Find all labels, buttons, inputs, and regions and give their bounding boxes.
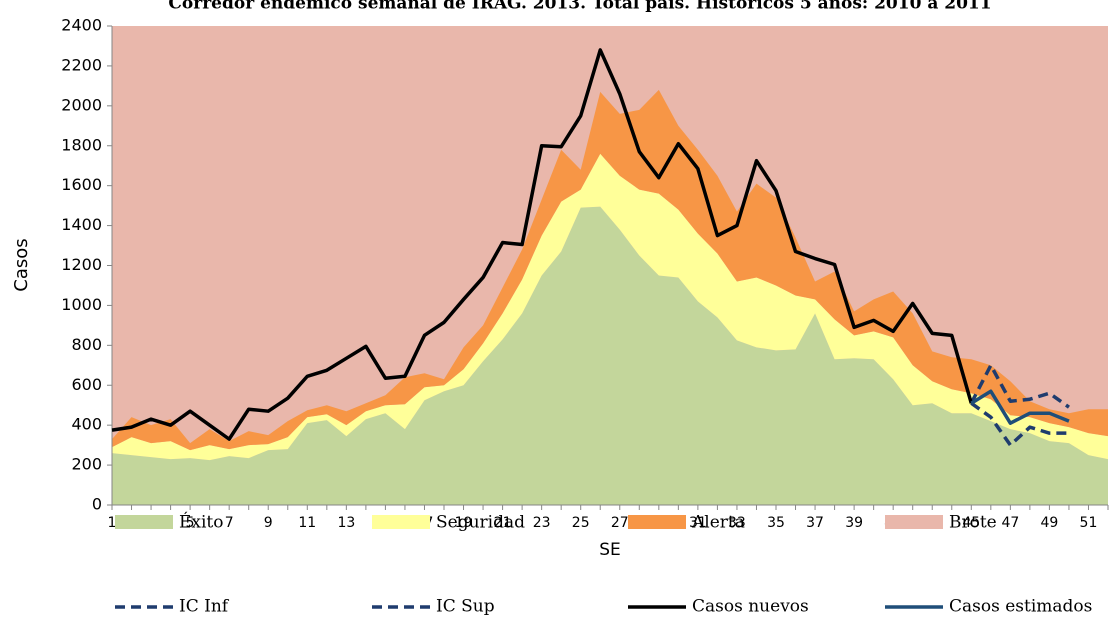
legend-swatch — [115, 515, 173, 529]
y-tick-label: 2000 — [61, 95, 102, 114]
x-tick-label: 37 — [806, 515, 824, 531]
legend-swatch — [885, 515, 943, 529]
x-tick-label: 21 — [494, 515, 512, 531]
x-tick-label: 27 — [611, 515, 629, 531]
y-tick-label: 2400 — [61, 16, 102, 35]
legend-label: Éxito — [179, 512, 224, 533]
x-tick-label: 19 — [455, 515, 473, 531]
legend-swatch — [372, 515, 430, 529]
area — [112, 206, 1108, 505]
y-axis-label: Casos — [11, 238, 32, 291]
x-tick-label: 45 — [962, 515, 980, 531]
x-tick-label: 47 — [1001, 515, 1019, 531]
legend-label: Casos nuevos — [692, 597, 809, 617]
y-tick-label: 800 — [71, 335, 102, 354]
legend-label: Alerta — [691, 513, 745, 533]
legend-label: Casos estimados — [949, 597, 1092, 617]
line — [970, 389, 1070, 425]
x-tick-label: 7 — [225, 515, 234, 531]
y-tick-label: 200 — [71, 455, 102, 474]
y-tick-label: 2200 — [61, 55, 102, 74]
x-tick-label: 1 — [108, 515, 117, 531]
x-tick-label: 49 — [1040, 515, 1058, 531]
x-axis-label: SE — [599, 540, 621, 560]
y-tick-label: 1400 — [61, 215, 102, 234]
y-tick-label: 600 — [71, 375, 102, 394]
legend-swatch — [628, 515, 686, 529]
x-tick-label: 51 — [1080, 515, 1098, 531]
x-tick-label: 39 — [845, 515, 863, 531]
y-tick-label: 1800 — [61, 135, 102, 154]
line — [111, 48, 973, 441]
legend-label: Brote — [949, 513, 997, 533]
area — [112, 89, 1108, 451]
line — [969, 363, 1070, 409]
y-tick-label: 1200 — [61, 255, 102, 274]
area — [112, 153, 1108, 461]
x-tick-label: 5 — [186, 515, 195, 531]
legend-label: Seguridad — [436, 513, 525, 533]
y-tick-label: 1000 — [61, 295, 102, 314]
y-tick-label: 1600 — [61, 175, 102, 194]
x-tick-label: 13 — [337, 515, 355, 531]
x-tick-label: 33 — [728, 515, 746, 531]
x-tick-label: 35 — [767, 515, 785, 531]
x-tick-label: 9 — [264, 515, 273, 531]
line — [970, 401, 1069, 447]
chart-title: Corredor endémico semanal de IRAG. 2013.… — [168, 0, 991, 14]
y-tick-label: 400 — [71, 415, 102, 434]
x-tick-label: 11 — [298, 515, 316, 531]
y-tick-label: 0 — [92, 495, 102, 514]
x-tick-label: 23 — [533, 515, 551, 531]
x-tick-label: 25 — [572, 515, 590, 531]
legend-label: IC Sup — [436, 597, 495, 617]
x-tick-label: 31 — [689, 515, 707, 531]
legend-label: IC Inf — [179, 597, 230, 617]
